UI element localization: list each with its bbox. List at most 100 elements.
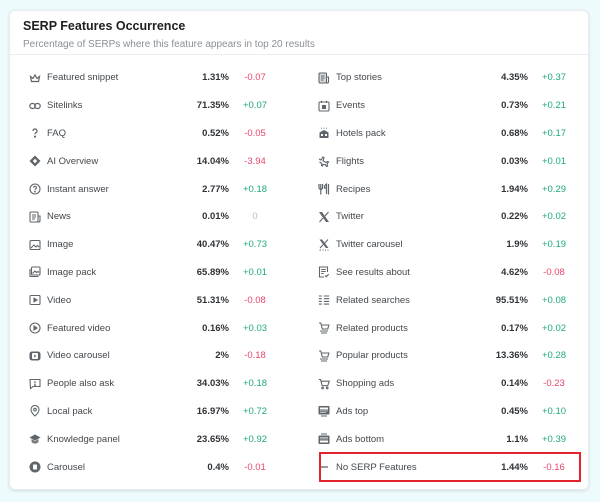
feature-row-related-searches[interactable]: Related searches 95.51% +0.08 <box>299 286 588 314</box>
feature-delta: +0.01 <box>242 266 268 278</box>
features-grid: Featured snippet 1.31% -0.07 Sitelinks 71.35… <box>10 64 588 481</box>
feature-row-hotels-pack[interactable]: Hotels pack 0.68% +0.17 <box>299 120 588 148</box>
feature-row-twitter-carousel[interactable]: Twitter carousel 1.9% +0.19 <box>299 231 588 259</box>
feature-delta: +0.73 <box>242 239 268 251</box>
feature-row-recipes[interactable]: Recipes 1.94% +0.29 <box>299 175 588 203</box>
feature-delta: 0 <box>252 211 258 223</box>
feature-label: Ads top <box>336 405 369 417</box>
feature-row-flights[interactable]: Flights 0.03% +0.01 <box>299 147 588 175</box>
feature-percentage: 40.47% <box>196 239 229 251</box>
feature-delta: +0.21 <box>541 100 567 112</box>
feature-label: Related searches <box>336 294 410 306</box>
feature-label: Knowledge panel <box>47 433 120 445</box>
feature-label: Featured snippet <box>47 72 119 84</box>
feature-label: Sitelinks <box>47 100 83 112</box>
x-logo-icon <box>318 211 330 223</box>
feature-percentage: 2.77% <box>202 183 229 195</box>
feature-delta: -3.94 <box>244 155 266 167</box>
video-carousel-icon <box>29 350 41 362</box>
feature-delta: -0.16 <box>543 461 565 473</box>
hotel-icon <box>318 127 330 139</box>
feature-row-local-pack[interactable]: Local pack 16.97% +0.72 <box>10 398 299 426</box>
feature-label: Flights <box>336 155 364 167</box>
ads-bottom-icon <box>318 433 330 445</box>
carousel-icon <box>29 461 41 473</box>
feature-delta: +0.28 <box>541 350 567 362</box>
feature-row-sitelinks[interactable]: Sitelinks 71.35% +0.07 <box>10 92 299 120</box>
feature-row-image-pack[interactable]: Image pack 65.89% +0.01 <box>10 259 299 287</box>
card-header: SERP Features Occurrence Percentage of S… <box>10 11 588 55</box>
cart-stack-icon <box>318 350 330 362</box>
feature-row-shopping-ads[interactable]: Shopping ads 0.14% -0.23 <box>299 370 588 398</box>
feature-delta: +0.10 <box>541 405 567 417</box>
feature-label: Top stories <box>336 72 382 84</box>
feature-label: Recipes <box>336 183 371 195</box>
serp-features-card: SERP Features Occurrence Percentage of S… <box>9 10 589 490</box>
feature-label: Shopping ads <box>336 378 395 390</box>
feature-percentage: 1.44% <box>501 461 528 473</box>
card-title: SERP Features Occurrence <box>23 19 186 33</box>
feature-percentage: 0.01% <box>202 211 229 223</box>
feature-delta: +0.03 <box>242 322 268 334</box>
feature-percentage: 34.03% <box>196 378 229 390</box>
feature-delta: -0.08 <box>244 294 266 306</box>
feature-row-image[interactable]: Image 40.47% +0.73 <box>10 231 299 259</box>
feature-row-video[interactable]: Video 51.31% -0.08 <box>10 286 299 314</box>
feature-row-ads-bottom[interactable]: Ads bottom 1.1% +0.39 <box>299 425 588 453</box>
feature-row-events[interactable]: Events 0.73% +0.21 <box>299 92 588 120</box>
feature-delta: -0.07 <box>244 72 266 84</box>
feature-percentage: 1.9% <box>506 239 528 251</box>
feature-row-popular-products[interactable]: Popular products 13.36% +0.28 <box>299 342 588 370</box>
feature-label: Featured video <box>47 322 111 334</box>
question-icon <box>29 127 41 139</box>
feature-row-featured-video[interactable]: Featured video 0.16% +0.03 <box>10 314 299 342</box>
feature-percentage: 0.17% <box>501 322 528 334</box>
feature-percentage: 0.52% <box>202 127 229 139</box>
feature-percentage: 1.31% <box>202 72 229 84</box>
feature-delta: +0.02 <box>541 211 567 223</box>
feature-row-video-carousel[interactable]: Video carousel 2% -0.18 <box>10 342 299 370</box>
feature-row-ads-top[interactable]: Ads top 0.45% +0.10 <box>299 398 588 426</box>
cart-icon <box>318 378 330 390</box>
feature-percentage: 13.36% <box>495 350 528 362</box>
feature-percentage: 23.65% <box>196 433 229 445</box>
feature-row-top-stories[interactable]: Top stories 4.35% +0.37 <box>299 64 588 92</box>
feature-delta: -0.18 <box>244 350 266 362</box>
feature-label: Local pack <box>47 405 93 417</box>
feature-label: Image pack <box>47 266 97 278</box>
feature-row-instant-answer[interactable]: Instant answer 2.77% +0.18 <box>10 175 299 203</box>
feature-percentage: 71.35% <box>196 100 229 112</box>
feature-row-related-products[interactable]: Related products 0.17% +0.02 <box>299 314 588 342</box>
feature-row-no-serp-features[interactable]: No SERP Features 1.44% -0.16 <box>299 453 588 481</box>
feature-row-carousel[interactable]: Carousel 0.4% -0.01 <box>10 453 299 481</box>
features-column-left: Featured snippet 1.31% -0.07 Sitelinks 71.35… <box>10 64 299 481</box>
feature-row-twitter[interactable]: Twitter 0.22% +0.02 <box>299 203 588 231</box>
feature-label: Ads bottom <box>336 433 385 445</box>
feature-delta: +0.92 <box>242 433 268 445</box>
feature-row-see-results-about[interactable]: See results about 4.62% -0.08 <box>299 259 588 287</box>
document-check-icon <box>318 266 330 279</box>
feature-row-featured-snippet[interactable]: Featured snippet 1.31% -0.07 <box>10 64 299 92</box>
list-icon <box>318 294 330 306</box>
feature-row-ai-overview[interactable]: AI Overview 14.04% -3.94 <box>10 147 299 175</box>
feature-percentage: 0.4% <box>207 461 229 473</box>
dash-icon <box>318 461 330 473</box>
feature-percentage: 0.45% <box>501 405 528 417</box>
feature-row-people-also-ask[interactable]: People also ask 34.03% +0.18 <box>10 370 299 398</box>
feature-delta: +0.01 <box>541 155 567 167</box>
video-icon <box>29 294 41 306</box>
feature-delta: +0.29 <box>541 183 567 195</box>
top-stories-icon <box>318 72 330 84</box>
feature-row-news[interactable]: News 0.01% 0 <box>10 203 299 231</box>
feature-label: AI Overview <box>47 155 99 167</box>
feature-row-knowledge-panel[interactable]: Knowledge panel 23.65% +0.92 <box>10 425 299 453</box>
feature-percentage: 0.22% <box>501 211 528 223</box>
feature-row-faq[interactable]: FAQ 0.52% -0.05 <box>10 120 299 148</box>
feature-delta: +0.02 <box>541 322 567 334</box>
feature-percentage: 0.16% <box>202 322 229 334</box>
feature-delta: -0.08 <box>543 266 565 278</box>
feature-percentage: 16.97% <box>196 405 229 417</box>
map-pin-icon <box>29 405 41 418</box>
feature-percentage: 0.73% <box>501 100 528 112</box>
feature-label: News <box>47 211 71 223</box>
